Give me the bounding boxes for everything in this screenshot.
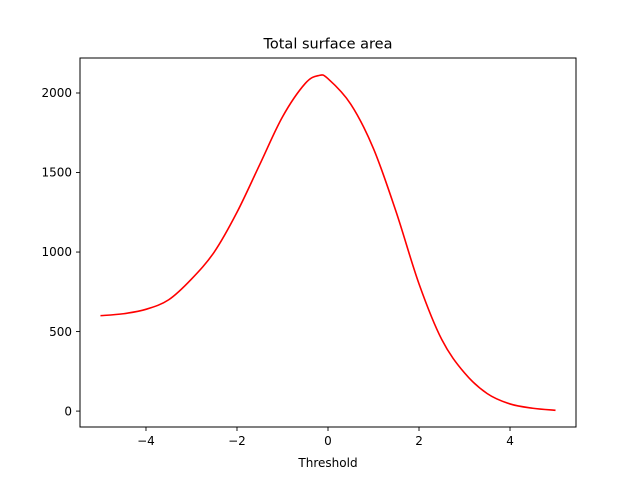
x-tick-label: 0 bbox=[324, 434, 332, 448]
y-tick-label: 0 bbox=[64, 404, 72, 418]
plot-frame bbox=[79, 57, 577, 428]
x-tick-label: −2 bbox=[228, 434, 246, 448]
x-tick-label: 2 bbox=[415, 434, 423, 448]
chart-title: Total surface area bbox=[262, 37, 392, 53]
y-tick-label: 2000 bbox=[41, 86, 72, 100]
y-tick-label: 500 bbox=[49, 325, 72, 339]
y-tick-label: 1500 bbox=[41, 166, 72, 180]
x-tick-label: 4 bbox=[506, 434, 514, 448]
y-axis: 0 500 1000 1500 2000 bbox=[41, 86, 80, 418]
y-tick-label: 1000 bbox=[41, 245, 72, 259]
series-line-0 bbox=[100, 74, 556, 412]
x-axis-label: Threshold bbox=[297, 456, 357, 470]
x-tick-label: −4 bbox=[137, 434, 155, 448]
x-axis: −4 −2 0 2 4 bbox=[137, 427, 514, 448]
plot-area bbox=[100, 74, 556, 412]
